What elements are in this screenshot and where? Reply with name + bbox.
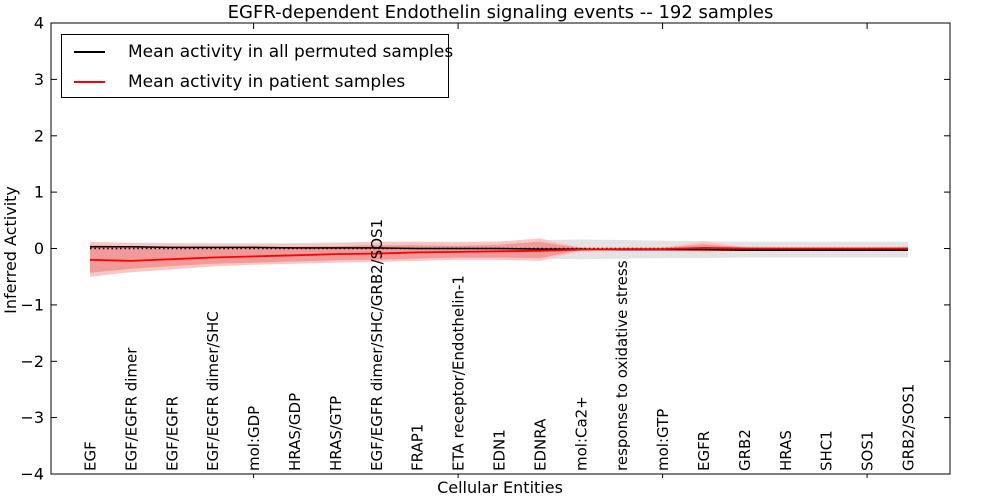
x-category-label: EGF/EGFR dimer (122, 347, 140, 471)
x-category-label: HRAS/GDP (286, 393, 304, 471)
permuted-line-swatch (74, 51, 105, 53)
legend: Mean activity in all permuted samples Me… (61, 34, 453, 98)
x-category-label: EGF (82, 441, 100, 471)
y-axis-ticks: 4 3 2 1 0 −1 −2 −3 −4 (20, 14, 950, 484)
legend-item-patient: Mean activity in patient samples (62, 67, 448, 97)
x-category-label: GRB2 (736, 429, 754, 471)
y-tick-label: −1 (20, 295, 44, 314)
x-category-label: EDN1 (491, 429, 509, 471)
y-tick-label: 2 (34, 126, 44, 145)
legend-label-permuted: Mean activity in all permuted samples (128, 42, 454, 62)
y-tick-label: −4 (20, 465, 44, 484)
x-axis-ticks (253, 23, 868, 478)
x-category-label: EGF/EGFR dimer/SHC/GRB2/SOS1 (368, 219, 386, 471)
y-tick-label: −2 (20, 352, 44, 371)
x-category-label: SOS1 (859, 431, 877, 471)
x-axis-label: Cellular Entities (437, 478, 563, 497)
y-tick-label: −3 (20, 408, 44, 427)
x-category-label: EGF/EGFR (163, 396, 181, 471)
x-category-label: mol:GDP (245, 406, 263, 471)
legend-item-permuted: Mean activity in all permuted samples (62, 37, 453, 67)
x-category-label: EGF/EGFR dimer/SHC (204, 311, 222, 471)
x-category-label: response to oxidative stress (613, 260, 631, 471)
chart-title: EGFR-dependent Endothelin signaling even… (227, 2, 774, 23)
x-category-label: mol:GTP (654, 409, 672, 471)
x-category-label: FRAP1 (409, 424, 427, 471)
patient-line-swatch (74, 81, 105, 83)
x-category-labels: EGF EGF/EGFR dimer EGF/EGFR EGF/EGFR dimer/… (82, 219, 918, 471)
x-category-label: EDNRA (531, 418, 549, 471)
y-tick-label: 3 (34, 70, 44, 89)
x-category-label: HRAS/GTP (327, 396, 345, 471)
patient-mean-line (89, 246, 908, 262)
y-tick-label: 4 (34, 14, 44, 33)
x-category-label: HRAS (777, 430, 795, 471)
y-tick-label: 1 (34, 183, 44, 202)
x-category-label: GRB2/SOS1 (900, 384, 918, 471)
x-category-label: mol:Ca2+ (572, 396, 590, 471)
x-category-label: SHC1 (818, 430, 836, 471)
y-tick-label: 0 (34, 239, 44, 258)
legend-label-patient: Mean activity in patient samples (128, 72, 406, 92)
x-category-label: EGFR (695, 431, 713, 471)
x-category-label: ETA receptor/Endothelin-1 (450, 275, 468, 471)
